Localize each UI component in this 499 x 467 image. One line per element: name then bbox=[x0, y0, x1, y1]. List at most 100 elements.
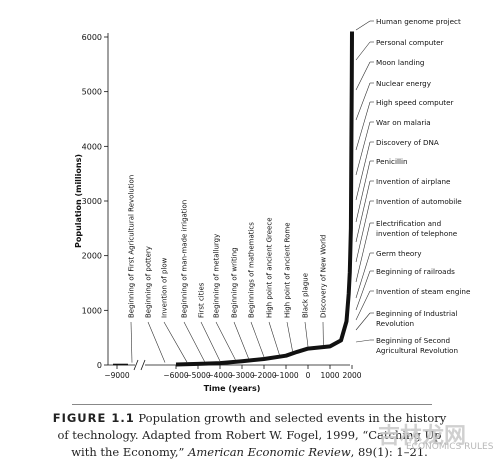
caption-text-3b: , 89(1): 1–21. bbox=[350, 445, 428, 459]
early-event-leader bbox=[233, 321, 249, 359]
series bbox=[113, 31, 354, 367]
early-event-leader bbox=[268, 321, 280, 355]
y-tick-label: 3000 bbox=[82, 197, 102, 206]
modern-event-label: War on malaria bbox=[376, 118, 431, 127]
modern-event-label-line: Agricultural Revolution bbox=[376, 346, 458, 355]
modern-event-leader bbox=[355, 222, 371, 283]
early-event-leader bbox=[304, 321, 309, 347]
modern-event-leader bbox=[355, 339, 371, 343]
early-event-leader bbox=[200, 321, 221, 362]
modern-event-leader bbox=[355, 61, 371, 91]
early-event-label: Beginning of writing bbox=[231, 247, 239, 318]
modern-event-label-line: Beginning of Second bbox=[376, 336, 450, 345]
early-event-leader bbox=[215, 321, 236, 360]
caption-text-1: Population growth and selected events in… bbox=[138, 411, 447, 425]
modern-event-label: Invention of airplane bbox=[376, 177, 451, 186]
x-tick-label: −6000 bbox=[163, 371, 189, 380]
watermark-text: ECONOMICS RULES bbox=[406, 442, 494, 452]
axis-break-mark bbox=[133, 359, 139, 371]
modern-event-label: Beginning of railroads bbox=[376, 267, 455, 276]
y-tick-label: 2000 bbox=[82, 252, 102, 261]
modern-event-leader bbox=[355, 41, 371, 61]
early-event-leader bbox=[183, 321, 205, 362]
modern-event-label: Moon landing bbox=[376, 58, 424, 67]
x-tick-label: −9000 bbox=[104, 371, 130, 380]
modern-event-label: Invention of steam engine bbox=[376, 287, 471, 296]
x-tick-label: −1000 bbox=[273, 371, 299, 380]
modern-event-label-line: Beginning of railroads bbox=[376, 267, 455, 276]
modern-event-label-line: Invention of automobile bbox=[376, 197, 462, 206]
x-tick-label: 2000 bbox=[342, 371, 361, 380]
modern-event-label: Discovery of DNA bbox=[376, 138, 439, 147]
modern-event-label-line: Nuclear energy bbox=[376, 79, 432, 88]
modern-event-leader bbox=[355, 290, 371, 321]
modern-event-label-line: Germ theory bbox=[376, 249, 422, 258]
modern-event-label-line: Invention of airplane bbox=[376, 177, 451, 186]
journal-name: American Economic Review bbox=[188, 445, 351, 459]
early-event-label: Black plague bbox=[302, 273, 310, 318]
caption-text-3a: with the Economy,” bbox=[71, 445, 185, 459]
modern-event-label: Human genome project bbox=[376, 17, 461, 26]
modern-event-label: Electrification and invention of telephon… bbox=[376, 219, 458, 238]
x-axis-label: Time (years) bbox=[204, 384, 261, 393]
modern-event-leader bbox=[355, 82, 371, 121]
y-tick-label: 0 bbox=[97, 361, 102, 370]
y-tick-label: 5000 bbox=[82, 88, 102, 97]
y-tick-label: 1000 bbox=[82, 306, 102, 315]
modern-event-label-line: Personal computer bbox=[376, 38, 444, 47]
x-tick-label: 0 bbox=[306, 371, 311, 380]
modern-event-label: Beginning of Industrial Revolution bbox=[376, 309, 457, 328]
modern-event-label-line: Moon landing bbox=[376, 58, 424, 67]
modern-event-leader bbox=[355, 180, 371, 243]
early-event-label: Discovery of New World bbox=[320, 235, 328, 318]
modern-event-label-line: Revolution bbox=[376, 319, 414, 328]
modern-event-label-line: Electrification and bbox=[376, 219, 441, 228]
modern-event-label-line: invention of telephone bbox=[376, 229, 458, 238]
modern-event-label: Penicillin bbox=[376, 157, 408, 166]
caption-line-2: of technology. Adapted from Robert W. Fo… bbox=[57, 428, 442, 442]
early-event-leader bbox=[130, 321, 133, 363]
early-event-label: Beginning of metallurgy bbox=[213, 234, 221, 318]
early-event-leader bbox=[250, 321, 265, 358]
modern-event-label-line: High speed computer bbox=[376, 98, 454, 107]
x-tick-label: −2000 bbox=[251, 371, 277, 380]
modern-event-leader bbox=[355, 101, 371, 151]
modern-event-label: Invention of automobile bbox=[376, 197, 462, 206]
early-event-label: Invention of plow bbox=[161, 257, 169, 318]
modern-event-label: Germ theory bbox=[376, 249, 422, 258]
y-tick-label: 4000 bbox=[82, 142, 102, 151]
early-event-leader bbox=[147, 321, 166, 363]
early-event-leader bbox=[163, 321, 188, 363]
modern-event-leader bbox=[355, 20, 371, 31]
early-event-label: First cities bbox=[198, 282, 206, 318]
modern-event-label: Nuclear energy bbox=[376, 79, 432, 88]
early-event-label: High point of ancient Greece bbox=[266, 217, 274, 318]
modern-event-label: Personal computer bbox=[376, 38, 444, 47]
modern-event-label: Beginning of Second Agricultural Revoluti… bbox=[376, 336, 458, 355]
y-tick-label: 6000 bbox=[82, 33, 102, 42]
watermark-logo: 吉林龙网 bbox=[378, 424, 467, 449]
modern-event-leader bbox=[355, 121, 371, 176]
early-event-label: Beginnings of mathematics bbox=[248, 222, 256, 318]
caption-line-3: with the Economy,” American Economic Rev… bbox=[0, 444, 499, 461]
early-event-label: Beginning of pottery bbox=[145, 246, 153, 318]
modern-event-label-line: Human genome project bbox=[376, 17, 461, 26]
early-event-label: Beginning of First Agricultural Revoluti… bbox=[128, 175, 136, 318]
event-annotations: Beginning of First Agricultural Revoluti… bbox=[128, 17, 471, 363]
caption-divider bbox=[72, 404, 432, 405]
caption-line-1: FIGURE 1.1 Population growth and selecte… bbox=[0, 410, 499, 427]
modern-event-leader bbox=[355, 200, 371, 263]
early-event-label: High point of ancient Rome bbox=[284, 222, 292, 318]
axis-break-mark bbox=[140, 359, 146, 371]
modern-event-leader bbox=[355, 141, 371, 201]
modern-event-leader bbox=[355, 270, 371, 311]
x-tick-label: −3000 bbox=[229, 371, 255, 380]
modern-event-leader bbox=[355, 160, 371, 223]
x-tick-label: 1000 bbox=[320, 371, 339, 380]
modern-event-label-line: Discovery of DNA bbox=[376, 138, 439, 147]
early-event-label: Beginning of man-made irrigation bbox=[181, 200, 189, 318]
modern-event-label-line: War on malaria bbox=[376, 118, 431, 127]
figure-label: FIGURE 1.1 bbox=[52, 411, 135, 425]
population-line bbox=[175, 31, 354, 367]
